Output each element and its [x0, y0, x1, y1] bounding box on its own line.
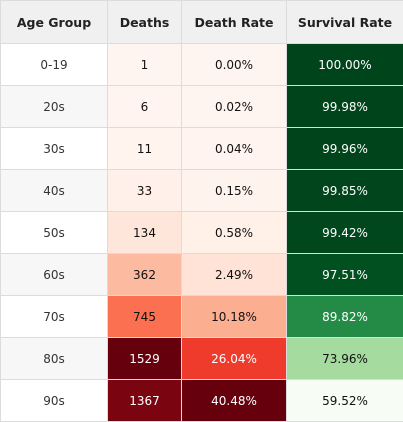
death-rate-cell: 2.49% — [182, 254, 287, 296]
survival-rate-cell: 97.51% — [287, 254, 403, 296]
age-group-cell: 60s — [1, 254, 108, 296]
table-row: 40s 33 0.15% 99.85% — [1, 170, 403, 212]
header-death-rate: Death Rate — [182, 1, 287, 44]
death-rate-cell: 26.04% — [182, 338, 287, 380]
deaths-cell: 134 — [108, 212, 182, 254]
survival-rate-cell: 99.96% — [287, 128, 403, 170]
table-row: 20s 6 0.02% 99.98% — [1, 86, 403, 128]
deaths-cell: 1 — [108, 44, 182, 86]
death-rate-cell: 10.18% — [182, 296, 287, 338]
age-group-cell: 30s — [1, 128, 108, 170]
death-rate-cell: 0.15% — [182, 170, 287, 212]
deaths-cell: 33 — [108, 170, 182, 212]
age-group-cell: 80s — [1, 338, 108, 380]
table-row: 0-19 1 0.00% 100.00% — [1, 44, 403, 86]
survival-rate-cell: 73.96% — [287, 338, 403, 380]
survival-rate-cell: 100.00% — [287, 44, 403, 86]
death-rate-cell: 0.58% — [182, 212, 287, 254]
deaths-cell: 11 — [108, 128, 182, 170]
death-rate-cell: 0.00% — [182, 44, 287, 86]
death-rate-cell: 40.48% — [182, 380, 287, 422]
age-group-cell: 50s — [1, 212, 108, 254]
survival-rate-cell: 99.98% — [287, 86, 403, 128]
age-group-cell: 0-19 — [1, 44, 108, 86]
survival-rate-cell: 99.42% — [287, 212, 403, 254]
survival-rate-cell: 59.52% — [287, 380, 403, 422]
death-rate-cell: 0.04% — [182, 128, 287, 170]
table-row: 50s 134 0.58% 99.42% — [1, 212, 403, 254]
death-rate-cell: 0.02% — [182, 86, 287, 128]
table-row: 30s 11 0.04% 99.96% — [1, 128, 403, 170]
header-row: Age Group Deaths Death Rate Survival Rat… — [1, 1, 403, 44]
age-group-cell: 20s — [1, 86, 108, 128]
table-row: 60s 362 2.49% 97.51% — [1, 254, 403, 296]
header-deaths: Deaths — [108, 1, 182, 44]
header-age-group: Age Group — [1, 1, 108, 44]
deaths-cell: 1529 — [108, 338, 182, 380]
table-row: 70s 745 10.18% 89.82% — [1, 296, 403, 338]
table-row: 90s 1367 40.48% 59.52% — [1, 380, 403, 422]
deaths-cell: 6 — [108, 86, 182, 128]
table-row: 80s 1529 26.04% 73.96% — [1, 338, 403, 380]
deaths-cell: 745 — [108, 296, 182, 338]
age-group-cell: 70s — [1, 296, 108, 338]
deaths-cell: 362 — [108, 254, 182, 296]
survival-rate-cell: 89.82% — [287, 296, 403, 338]
deaths-cell: 1367 — [108, 380, 182, 422]
survival-rate-cell: 99.85% — [287, 170, 403, 212]
age-group-cell: 40s — [1, 170, 108, 212]
header-survival-rate: Survival Rate — [287, 1, 403, 44]
age-group-cell: 90s — [1, 380, 108, 422]
